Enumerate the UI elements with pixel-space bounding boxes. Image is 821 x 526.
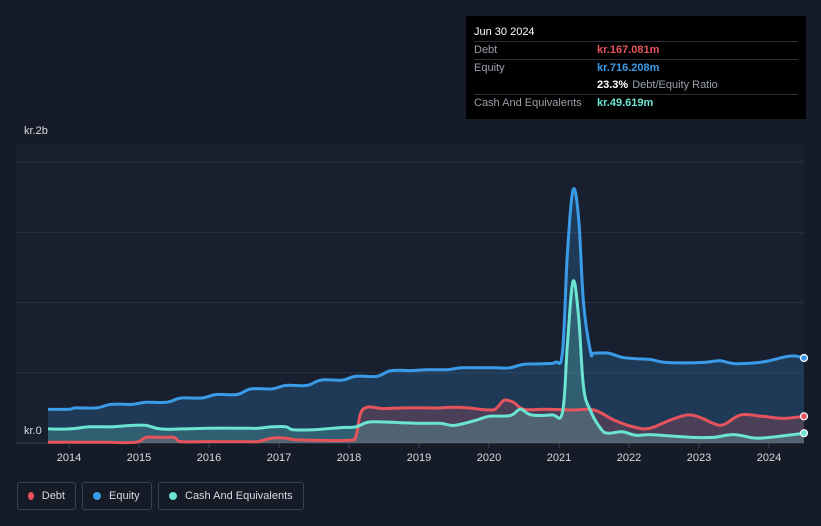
tooltip-ratio-sub: Debt/Equity Ratio: [632, 79, 718, 91]
x-tick-label-2019: 2019: [407, 452, 431, 464]
tooltip-row-cash: Cash And Equivalents kr.49.619m: [474, 94, 798, 112]
tooltip-ratio-value: 23.3%: [597, 79, 629, 91]
tooltip-ratio-label: [474, 77, 597, 94]
legend-item-equity[interactable]: Equity: [82, 482, 152, 510]
tooltip-row-debt: Debt kr.167.081m: [474, 41, 798, 59]
legend-debt-label: Debt: [41, 490, 65, 502]
tooltip-row-ratio: 23.3% Debt/Equity Ratio: [474, 77, 798, 94]
tooltip-cash-label: Cash And Equivalents: [474, 97, 582, 109]
tooltip-cash-value: kr.49.619m: [597, 97, 654, 109]
tooltip-equity-value: kr.716.208m: [597, 62, 660, 74]
x-tick-label-2020: 2020: [477, 452, 501, 464]
plot-background: [16, 145, 804, 443]
x-axis: 2014 2015 2016 2017 2018 2019 2020 2021 2022 2023…: [57, 443, 781, 464]
line-debt: [47, 398, 805, 445]
legend-equity-label: Equity: [109, 490, 140, 502]
x-tick-label-2022: 2022: [617, 452, 641, 464]
y-axis-top-label: kr.2b: [24, 125, 48, 137]
tooltip-debt-label: Debt: [474, 44, 498, 56]
legend-cash-label: Cash And Equivalents: [185, 490, 293, 502]
x-tick-label-2015: 2015: [127, 452, 151, 464]
x-tick-label-2018: 2018: [337, 452, 361, 464]
legend-item-debt[interactable]: Debt: [17, 482, 76, 510]
grid-lines: [16, 145, 804, 444]
x-tick-label-2024: 2024: [757, 452, 781, 464]
x-tick-label-2021: 2021: [547, 452, 571, 464]
legend-cash-dot: [169, 492, 177, 500]
series-lines: [47, 187, 805, 445]
x-tick-label-2017: 2017: [267, 452, 291, 464]
tooltip-date: Jun 30 2024: [474, 26, 535, 38]
endpoint-cash-and-equivalents: [799, 429, 809, 438]
legend-debt-dot: [28, 492, 34, 500]
tooltip-debt-value: kr.167.081m: [597, 44, 660, 56]
legend-item-cash[interactable]: Cash And Equivalents: [158, 482, 304, 510]
endpoint-equity: [799, 353, 809, 363]
x-tick-label-2016: 2016: [197, 452, 221, 464]
line-equity: [47, 187, 805, 411]
tooltip-equity-label: Equity: [474, 62, 505, 74]
x-tick-label-2023: 2023: [687, 452, 711, 464]
line-cash-and-equivalents: [47, 279, 805, 440]
tooltip-panel: Jun 30 2024 Debt kr.167.081m Equity kr.7…: [466, 16, 806, 119]
series-endpoints: [799, 353, 809, 438]
x-tick-label-2014: 2014: [57, 452, 81, 464]
y-axis-bottom-label: kr.0: [24, 425, 42, 437]
endpoint-debt: [799, 412, 809, 421]
tooltip-row-equity: Equity kr.716.208m: [474, 59, 798, 77]
legend-equity-dot: [93, 492, 101, 500]
area-equity: [48, 188, 804, 443]
